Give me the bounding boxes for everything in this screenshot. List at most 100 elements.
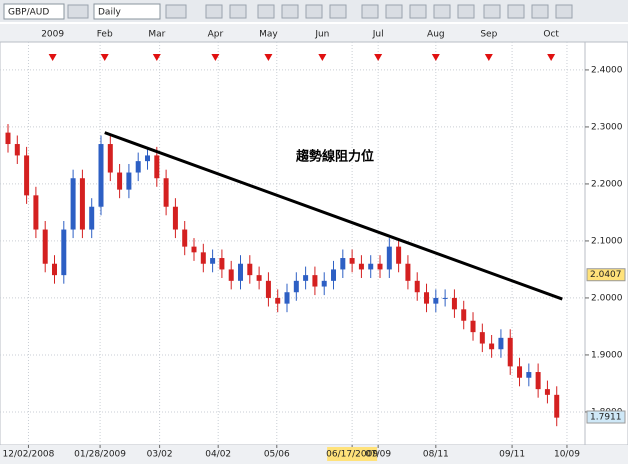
- candle-body: [293, 280, 299, 293]
- candle-body: [52, 263, 58, 276]
- tool-button[interactable]: [229, 4, 247, 19]
- candle-body: [461, 309, 467, 321]
- candle-body: [172, 206, 178, 230]
- tool-button[interactable]: [165, 4, 187, 19]
- interval: Daily: [98, 8, 121, 18]
- y-tick-label: 2.1000: [591, 236, 623, 246]
- candle-body: [163, 178, 169, 207]
- plot-area: [0, 41, 586, 446]
- month-label: May: [259, 30, 278, 40]
- candle-body: [396, 246, 402, 264]
- candle-body: [284, 292, 290, 304]
- candle-body: [554, 394, 560, 418]
- candle-body: [386, 246, 392, 270]
- x-tick-label: 10/09: [554, 450, 580, 460]
- tool-button[interactable]: [205, 4, 223, 19]
- tool-button[interactable]: [531, 4, 549, 19]
- candle-body: [321, 280, 327, 287]
- candle-body: [498, 337, 504, 350]
- tool-button[interactable]: [329, 4, 347, 19]
- candle-body: [145, 155, 151, 162]
- x-tick-label: 07/09: [365, 450, 391, 460]
- month-label: Sep: [480, 30, 497, 40]
- month-marker: [48, 54, 57, 61]
- x-tick-label: 12/02/2008: [3, 450, 55, 460]
- candle-body: [33, 195, 39, 230]
- tool-button[interactable]: [433, 4, 451, 19]
- y-tick-label: 2.4000: [591, 65, 623, 75]
- month-label: Jun: [314, 30, 329, 40]
- candle-body: [544, 389, 550, 395]
- tool-button[interactable]: [507, 4, 525, 19]
- tool-button[interactable]: [67, 4, 89, 19]
- candle-body: [98, 144, 104, 207]
- price-marker: [586, 410, 626, 424]
- month-label: Mar: [148, 30, 165, 40]
- x-tick-label: 03/02: [147, 450, 173, 460]
- candle-body: [210, 258, 216, 264]
- candle-body: [424, 292, 430, 304]
- candle-body: [470, 320, 476, 333]
- x-tick-label: 08/11: [423, 450, 449, 460]
- candle-body: [42, 229, 48, 264]
- tool-button[interactable]: [305, 4, 323, 19]
- candle-body: [219, 258, 225, 270]
- candle-body: [517, 366, 523, 378]
- month-marker: [152, 54, 161, 61]
- candle-body: [442, 297, 448, 299]
- month-strip: [0, 24, 628, 42]
- candle-body: [312, 275, 318, 287]
- month-marker: [264, 54, 273, 61]
- tool-button[interactable]: [281, 4, 299, 19]
- tool-button[interactable]: [409, 4, 427, 19]
- candle-body: [275, 297, 281, 304]
- candle-body: [433, 297, 439, 304]
- tool-button[interactable]: [457, 4, 475, 19]
- tool-button[interactable]: [385, 4, 403, 19]
- candle-body: [331, 269, 337, 281]
- y-tick-label: 2.3000: [591, 122, 623, 132]
- candle-body: [200, 252, 206, 264]
- price-marker-label: 1.7911: [590, 413, 622, 423]
- x-tick-label: 04/02: [205, 450, 231, 460]
- candle-body: [24, 155, 30, 196]
- candle-body: [368, 263, 374, 270]
- candle-body: [349, 258, 355, 264]
- month-marker: [431, 54, 440, 61]
- tool-button[interactable]: [361, 4, 379, 19]
- tool-button[interactable]: [555, 4, 573, 19]
- symbol-select[interactable]: [3, 3, 65, 20]
- y-tick-label: 2.0000: [591, 293, 623, 303]
- candle-body: [61, 229, 67, 276]
- candle-body: [5, 132, 11, 145]
- candle-body: [265, 280, 271, 298]
- y-tick-label: 2.2000: [591, 179, 623, 189]
- tool-button[interactable]: [257, 4, 275, 19]
- y-tick-label: 1.9000: [591, 350, 623, 360]
- month-marker: [484, 54, 493, 61]
- annotation: 趨勢線阻力位: [295, 149, 374, 165]
- candle-body: [89, 206, 95, 230]
- candle-body: [256, 275, 262, 281]
- trendline: [104, 131, 563, 301]
- month-marker: [211, 54, 220, 61]
- candle-body: [340, 258, 346, 270]
- month-marker: [547, 54, 556, 61]
- candle-body: [451, 297, 457, 310]
- candle-body: [135, 161, 141, 173]
- toolbar-buttons: [67, 4, 573, 19]
- price-marker-label: 2.0407: [590, 270, 622, 280]
- month-label: Jul: [372, 30, 384, 40]
- candle-body: [70, 178, 76, 230]
- month-label: Oct: [543, 30, 559, 40]
- candle-body: [79, 178, 85, 230]
- candle-body: [405, 263, 411, 281]
- date-strip: [0, 445, 628, 464]
- tool-button[interactable]: [483, 4, 501, 19]
- candle-body: [117, 172, 123, 190]
- month-label: Feb: [97, 30, 113, 40]
- candle-body: [358, 263, 364, 270]
- interval-select[interactable]: [93, 3, 161, 20]
